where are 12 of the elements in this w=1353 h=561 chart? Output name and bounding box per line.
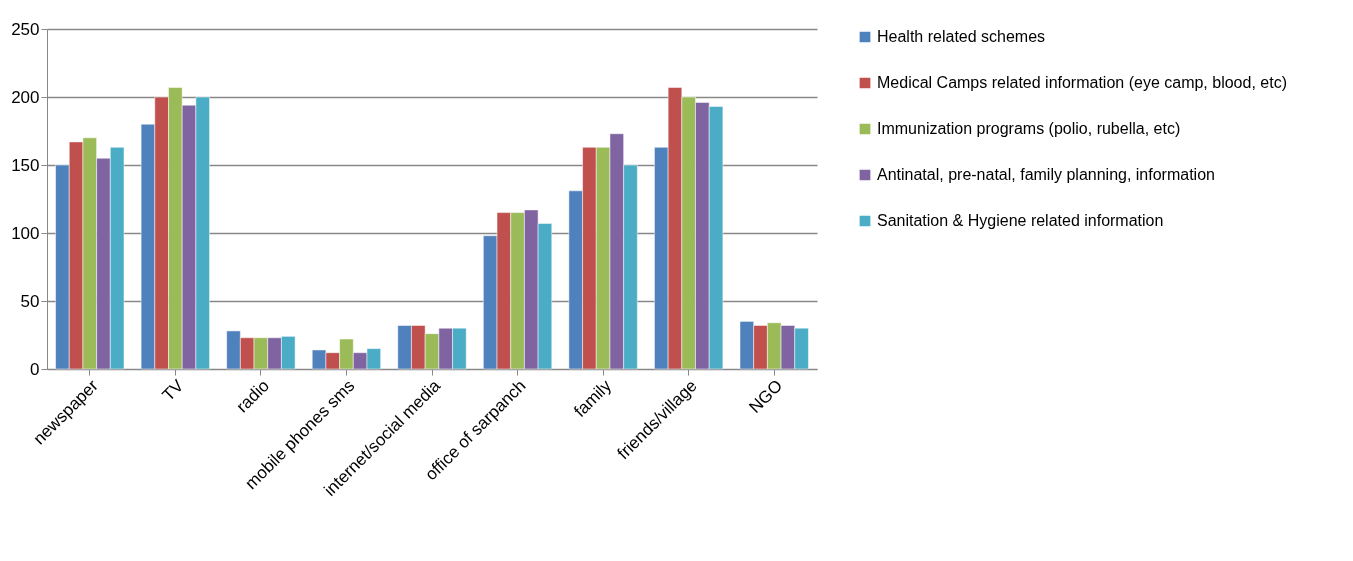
y-tick-label: 100 bbox=[11, 223, 40, 243]
y-tick-label: 50 bbox=[20, 291, 40, 311]
x-tick-label: TV bbox=[158, 375, 188, 405]
legend-label: Sanitation & Hygiene related information bbox=[877, 212, 1164, 229]
y-tick-label: 150 bbox=[11, 155, 40, 175]
y-tick-label: 0 bbox=[30, 359, 40, 379]
legend-label: Antinatal, pre-natal, family planning, information bbox=[877, 166, 1215, 183]
legend-label: Medical Camps related information (eye camp, blood, etc) bbox=[877, 74, 1287, 91]
y-tick-label: 200 bbox=[11, 87, 40, 107]
legend-label: Health related schemes bbox=[877, 28, 1046, 45]
legend-label: Immunization programs (polio, rubella, etc) bbox=[877, 120, 1181, 137]
y-tick-label: 250 bbox=[11, 19, 40, 39]
